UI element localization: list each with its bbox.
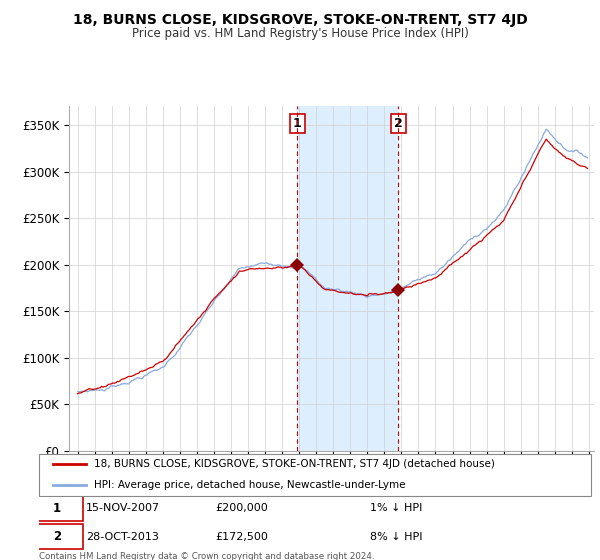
Text: 18, BURNS CLOSE, KIDSGROVE, STOKE-ON-TRENT, ST7 4JD: 18, BURNS CLOSE, KIDSGROVE, STOKE-ON-TRE… [73,13,527,27]
Bar [297,106,398,451]
Text: 2: 2 [53,530,61,543]
Text: 1% ↓ HPI: 1% ↓ HPI [370,503,422,514]
Text: £172,500: £172,500 [215,531,269,542]
Text: 8% ↓ HPI: 8% ↓ HPI [370,531,423,542]
Text: £200,000: £200,000 [215,503,268,514]
Text: 1: 1 [293,116,301,130]
Text: Contains HM Land Registry data © Crown copyright and database right 2024.
This d: Contains HM Land Registry data © Crown c… [39,552,374,560]
Text: 2: 2 [394,116,403,130]
Text: Price paid vs. HM Land Registry's House Price Index (HPI): Price paid vs. HM Land Registry's House … [131,27,469,40]
Text: 1: 1 [53,502,61,515]
FancyBboxPatch shape [39,454,591,496]
Text: 28-OCT-2013: 28-OCT-2013 [86,531,159,542]
Text: 15-NOV-2007: 15-NOV-2007 [86,503,160,514]
FancyBboxPatch shape [31,524,83,549]
Text: HPI: Average price, detached house, Newcastle-under-Lyme: HPI: Average price, detached house, Newc… [94,480,406,490]
Text: 18, BURNS CLOSE, KIDSGROVE, STOKE-ON-TRENT, ST7 4JD (detached house): 18, BURNS CLOSE, KIDSGROVE, STOKE-ON-TRE… [94,459,495,469]
FancyBboxPatch shape [31,496,83,521]
